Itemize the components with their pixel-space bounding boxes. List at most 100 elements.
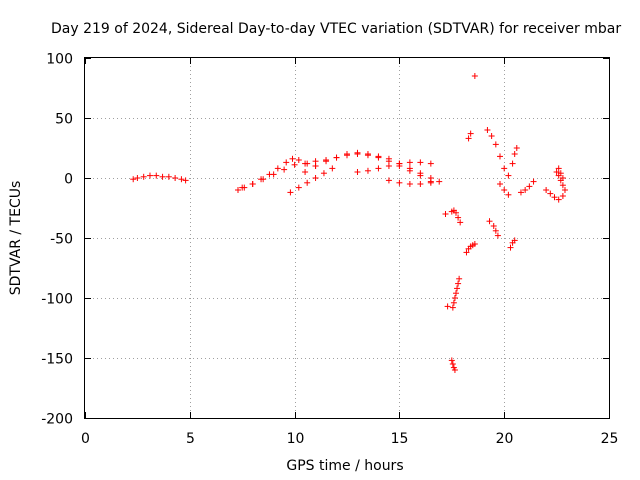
data-point <box>396 179 403 186</box>
data-point <box>354 169 361 175</box>
data-series-arc-14 <box>484 127 512 179</box>
data-point <box>417 170 424 177</box>
data-point <box>463 249 470 256</box>
data-point <box>543 187 550 193</box>
data-series-arc-4 <box>287 165 336 196</box>
data-point <box>375 153 382 160</box>
data-series-arc-10 <box>444 275 463 311</box>
data-point <box>555 196 562 203</box>
data-point <box>417 181 424 187</box>
data-series-arc-3 <box>239 160 309 191</box>
y-tick-label: 100 <box>46 52 73 68</box>
data-point <box>507 244 514 251</box>
data-series-arc-13 <box>465 73 478 142</box>
data-point <box>283 159 290 166</box>
data-point <box>182 177 189 184</box>
data-point <box>364 167 371 174</box>
data-point <box>501 165 508 172</box>
data-point <box>427 179 434 186</box>
data-point <box>450 299 457 306</box>
data-point <box>448 357 455 364</box>
data-point <box>526 183 533 190</box>
data-point <box>456 275 463 282</box>
data-point <box>291 161 298 168</box>
data-point <box>511 237 518 244</box>
chart-title: Day 219 of 2024, Sidereal Day-to-day VTE… <box>51 21 621 37</box>
data-series-arc-22 <box>555 165 566 181</box>
data-point <box>486 218 493 225</box>
data-point <box>553 169 560 175</box>
x-axis-label: GPS time / hours <box>286 458 403 474</box>
data-point <box>471 241 478 247</box>
data-point <box>333 154 340 161</box>
data-point <box>452 209 459 216</box>
data-point <box>454 285 461 292</box>
data-point <box>302 169 309 175</box>
x-tick-label: 5 <box>186 431 195 447</box>
data-point <box>239 184 246 191</box>
data-point <box>511 151 518 157</box>
y-tick-label: 50 <box>55 112 73 128</box>
data-point <box>451 295 458 301</box>
data-point <box>235 187 242 193</box>
data-series-arc-20 <box>543 187 566 203</box>
data-series-arc-12 <box>463 241 478 256</box>
data-series-arc-1 <box>130 172 189 184</box>
data-point <box>492 227 499 234</box>
data-point <box>172 175 179 181</box>
y-axis-label: SDTVAR / TECUs <box>8 181 24 296</box>
data-series-arc-6 <box>312 149 434 181</box>
data-point <box>396 160 403 167</box>
data-series-arc-11 <box>448 357 458 373</box>
data-point <box>304 179 311 186</box>
data-point <box>159 173 166 180</box>
data-point <box>249 181 256 187</box>
data-point <box>561 187 568 193</box>
data-point <box>344 151 350 157</box>
data-point <box>385 177 392 184</box>
data-point <box>375 165 382 172</box>
data-point <box>406 181 413 187</box>
data-point <box>364 151 371 157</box>
x-tick-label: 15 <box>391 431 409 447</box>
data-point <box>509 160 516 167</box>
data-point <box>497 153 504 160</box>
data-point <box>551 194 558 201</box>
data-point <box>467 130 474 137</box>
data-series-arc-16 <box>497 181 512 198</box>
y-axis-tick-labels: 100 50 0 -50 -100 -150 -200 <box>41 52 73 428</box>
x-tick-label: 20 <box>496 431 514 447</box>
plot-frame <box>84 57 610 419</box>
x-tick-label: 25 <box>601 431 619 447</box>
data-point <box>140 173 147 180</box>
data-point <box>270 171 277 178</box>
data-point <box>406 165 413 172</box>
data-point <box>312 175 319 181</box>
data-point <box>484 127 491 133</box>
data-point <box>559 175 566 181</box>
data-point <box>517 189 524 196</box>
data-point <box>492 141 499 148</box>
data-point <box>471 73 478 79</box>
data-series-arc-19 <box>517 178 537 196</box>
data-series-arc-17 <box>507 237 518 251</box>
data-point <box>417 159 424 166</box>
data-point <box>451 367 458 373</box>
grid-lines <box>85 58 609 418</box>
data-point <box>557 170 564 177</box>
data-series-arc-7 <box>354 159 434 175</box>
data-point <box>287 189 294 196</box>
data-point <box>385 163 392 169</box>
data-point <box>427 160 434 167</box>
data-point <box>555 165 562 172</box>
data-series-arc-2 <box>235 155 319 193</box>
data-point <box>497 181 504 187</box>
x-tick-label: 10 <box>287 431 305 447</box>
data-point <box>442 211 449 217</box>
data-point <box>302 160 309 167</box>
data-point <box>289 155 296 162</box>
data-point <box>260 176 267 183</box>
y-tick-label: -150 <box>41 352 73 368</box>
data-point <box>449 304 456 311</box>
data-point <box>547 190 554 197</box>
